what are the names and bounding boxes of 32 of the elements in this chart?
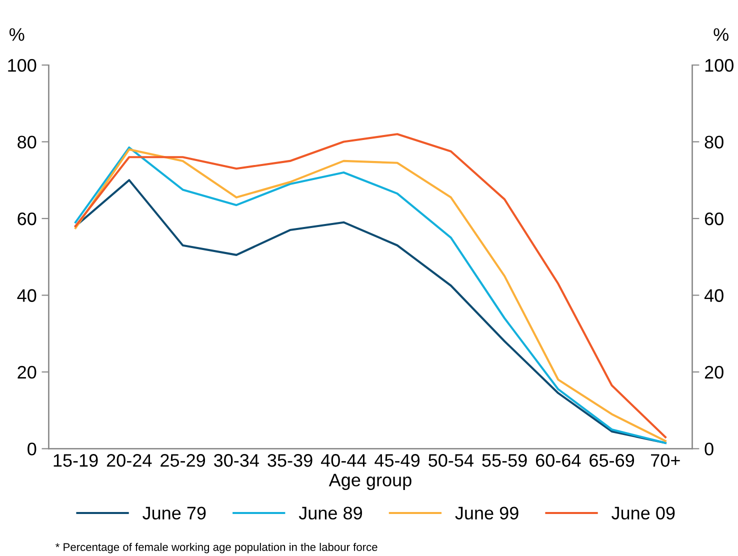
x-tick-label: 30-34 [214,454,259,467]
y2-tick-label: 80 [704,136,724,148]
y2-tick-label: 20 [704,366,724,379]
y-tick-label: 0 [28,442,36,456]
x-tick-label: 65-69 [590,454,634,467]
x-tick-label: 50-54 [428,454,474,467]
y2-tick-label: 0 [704,442,714,456]
x-tick-label: 20-24 [106,454,152,467]
text: * Percentage of female working age population in the labour force [56,542,378,554]
y-tick-label: 20 [18,366,36,379]
x-tick-label: 15-19 [54,454,98,467]
x-tick-label: 40-44 [320,454,366,467]
x-tick-label: 45-49 [374,454,420,467]
x-tick-label: 55-59 [482,454,527,467]
x-tick-label: 60-64 [536,454,581,467]
y2-tick-label: 40 [704,289,724,302]
y2-tick-label: 60 [704,212,724,226]
x-axis-title: Age group [328,474,412,490]
y-axis-title: % [10,28,24,41]
y-tick-label: 60 [18,212,36,226]
y-tick-label: 80 [18,136,36,148]
legend-label: June 89 [298,506,362,520]
legend-label: June 09 [612,506,675,520]
legend-label: June 99 [455,506,518,520]
y2-axis-title: % [714,28,728,41]
x-tick-label: 25-29 [160,454,206,467]
y-tick-label: 40 [17,289,36,302]
x-tick-label: 35-39 [268,454,312,467]
legend-label: June 79 [142,506,206,520]
y2-tick-label: 100 [705,58,734,72]
x-tick-label: 70+ [651,454,680,467]
y-tick-label: 100 [8,58,36,72]
